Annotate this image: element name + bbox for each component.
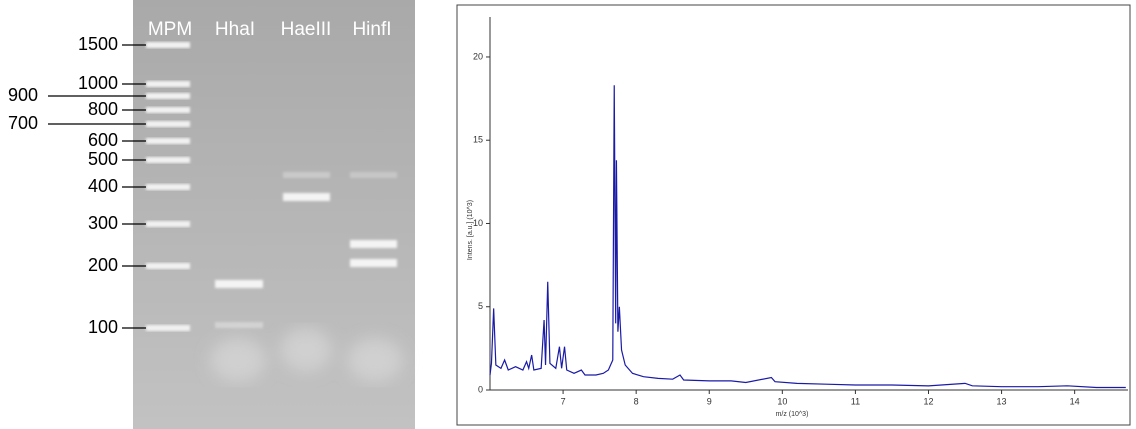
ladder-label: 200 [88, 255, 118, 275]
lane-label: MPM [148, 19, 192, 40]
x-tick-label: 9 [707, 396, 712, 406]
ladder-label: 1000 [78, 73, 118, 93]
y-axis-label: Intens. [a.u.] (10^3) [467, 200, 474, 260]
ladder-label: 300 [88, 213, 118, 233]
ladder-band [146, 121, 190, 127]
lane-label: HaeIII [281, 19, 332, 40]
ladder-label: 700 [8, 113, 38, 133]
ladder-band [146, 138, 190, 144]
ladder-band [146, 263, 190, 269]
ladder-band [146, 93, 190, 99]
ladder-label: 800 [88, 99, 118, 119]
ladder-band [146, 184, 190, 190]
x-axis-label: m/z (10^3) [776, 411, 809, 418]
y-tick-label: 15 [473, 135, 483, 145]
ladder-label: 400 [88, 176, 118, 196]
ladder-label: 900 [8, 85, 38, 105]
spectrum-line [489, 85, 1126, 389]
ladder-band [146, 42, 190, 48]
x-tick-label: 8 [634, 396, 639, 406]
x-tick-label: 14 [1070, 396, 1080, 406]
ladder-label: 600 [88, 130, 118, 150]
x-tick-label: 7 [561, 396, 566, 406]
ladder-band [146, 157, 190, 163]
gel-smears [210, 328, 403, 382]
x-tick-label: 13 [997, 396, 1007, 406]
ladder-label: 1500 [78, 34, 118, 54]
y-tick-label: 10 [473, 218, 483, 228]
y-tick-label: 20 [473, 51, 483, 61]
y-tick-label: 0 [478, 384, 483, 394]
ladder-label: 100 [88, 317, 118, 337]
ladder-label: 500 [88, 149, 118, 169]
x-tick-label: 12 [923, 396, 933, 406]
ladder-band [146, 107, 190, 113]
ladder-band [146, 325, 190, 331]
ladder-band [146, 81, 190, 87]
y-tick-label: 5 [478, 301, 483, 311]
sample-bands [215, 172, 397, 328]
chart-frame [456, 4, 1131, 426]
ladder-band [146, 221, 190, 227]
lane-label: HhaI [215, 19, 255, 40]
lane-label: HinfI [352, 19, 391, 40]
x-tick-label: 10 [777, 396, 787, 406]
x-tick-label: 11 [851, 396, 860, 406]
